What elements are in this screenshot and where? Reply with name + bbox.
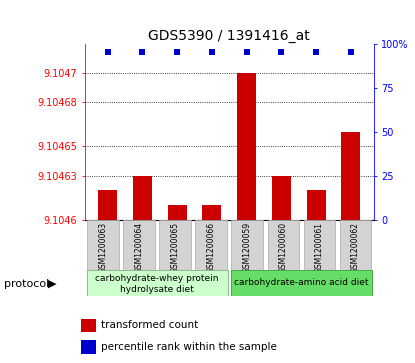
Point [174, 49, 181, 55]
Text: ▶: ▶ [48, 279, 56, 289]
Text: GSM1200060: GSM1200060 [279, 222, 288, 273]
Bar [86, 270, 228, 296]
Text: GSM1200063: GSM1200063 [99, 222, 107, 273]
Point [347, 49, 354, 55]
Bar [231, 270, 372, 296]
Bar [268, 220, 299, 270]
Bar [203, 205, 222, 220]
Point [139, 49, 146, 55]
Point [278, 49, 285, 55]
Bar [195, 220, 227, 270]
Point [209, 49, 215, 55]
Bar [87, 220, 119, 270]
Text: carbohydrate-whey protein: carbohydrate-whey protein [95, 274, 219, 284]
Text: GSM1200066: GSM1200066 [207, 222, 216, 273]
Point [243, 49, 250, 55]
Bar [272, 176, 291, 220]
Text: transformed count: transformed count [101, 321, 198, 330]
Bar [98, 190, 117, 220]
Bar [168, 205, 187, 220]
Text: hydrolysate diet: hydrolysate diet [120, 285, 194, 294]
Bar [123, 220, 155, 270]
Text: GSM1200062: GSM1200062 [351, 222, 360, 273]
Text: GSM1200061: GSM1200061 [315, 222, 324, 273]
Text: protocol: protocol [4, 279, 49, 289]
Text: carbohydrate-amino acid diet: carbohydrate-amino acid diet [234, 278, 369, 287]
Bar [307, 190, 326, 220]
Title: GDS5390 / 1391416_at: GDS5390 / 1391416_at [149, 29, 310, 42]
Bar [339, 220, 371, 270]
Text: GSM1200059: GSM1200059 [243, 222, 252, 273]
Text: percentile rank within the sample: percentile rank within the sample [101, 342, 277, 352]
Bar [303, 220, 335, 270]
Bar [232, 220, 263, 270]
Point [105, 49, 111, 55]
Text: GSM1200064: GSM1200064 [134, 222, 144, 273]
Bar [159, 220, 191, 270]
Bar [237, 73, 256, 220]
Bar [81, 319, 96, 332]
Bar [341, 131, 360, 220]
Point [313, 49, 320, 55]
Bar [133, 176, 152, 220]
Bar [81, 340, 96, 354]
Text: GSM1200065: GSM1200065 [171, 222, 180, 273]
